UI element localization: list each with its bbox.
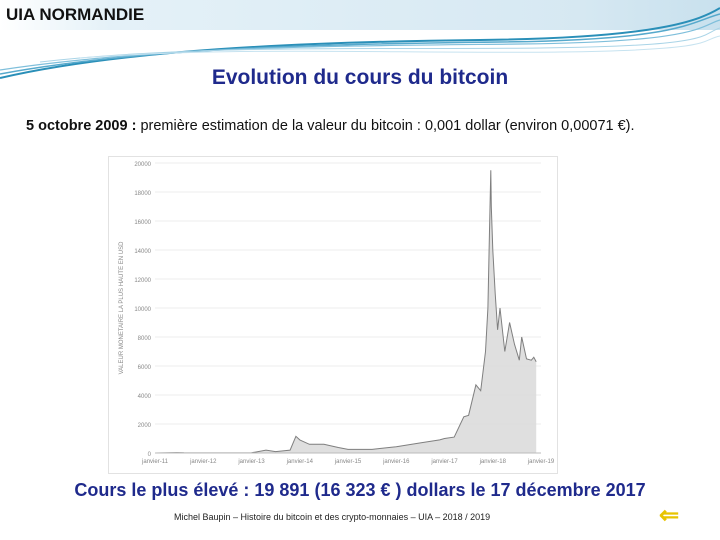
x-tick-label: janvier-11 <box>141 459 169 465</box>
x-tick-label: janvier-17 <box>430 459 458 465</box>
x-tick-label: janvier-16 <box>382 459 410 465</box>
y-tick-label: 8000 <box>138 336 152 342</box>
chart-canvas: 0 2000 4000 6000 8000 10000 12000 14000 16000 180… <box>119 162 555 465</box>
slide-title: Evolution du cours du bitcoin <box>211 66 509 89</box>
org-name: UIA NORMANDIE <box>6 5 145 24</box>
y-tick-label: 6000 <box>138 365 152 371</box>
y-tick-label: 16000 <box>134 220 151 226</box>
x-tick-label: janvier-12 <box>189 459 217 465</box>
subtitle: 5 octobre 2009 : première estimation de … <box>26 118 716 134</box>
x-tick-label: janvier-15 <box>334 459 362 465</box>
y-tick-label: 2000 <box>138 423 152 429</box>
y-tick-label: 4000 <box>138 394 152 400</box>
peak-price-highlight: Cours le plus élevé : 19 891 (16 323 € )… <box>74 480 646 500</box>
subtitle-text: première estimation de la valeur du bitc… <box>136 118 635 134</box>
footer-credit: Michel Baupin – Histoire du bitcoin et d… <box>174 512 491 522</box>
subtitle-date: 5 octobre 2009 : <box>26 118 137 134</box>
y-tick-label: 18000 <box>134 191 151 197</box>
y-tick-label: 20000 <box>134 162 151 168</box>
y-axis-label: VALEUR MONETAIRE LA PLUS HAUTE EN USD <box>119 241 125 374</box>
return-arrow-icon[interactable]: ⇐ <box>658 502 680 529</box>
x-tick-label: janvier-14 <box>286 459 314 465</box>
y-tick-label: 0 <box>148 452 152 458</box>
bitcoin-price-chart: 0 2000 4000 6000 8000 10000 12000 14000 16000 180… <box>108 156 558 474</box>
y-tick-label: 12000 <box>134 278 151 284</box>
y-tick-label: 14000 <box>134 249 151 255</box>
x-tick-label: janvier-13 <box>237 459 265 465</box>
header-decoration <box>0 0 720 79</box>
x-tick-label: janvier-18 <box>479 459 507 465</box>
x-tick-label: janvier-19 <box>527 459 555 465</box>
price-line <box>154 170 537 454</box>
price-area <box>155 170 537 454</box>
y-tick-label: 10000 <box>134 307 151 313</box>
